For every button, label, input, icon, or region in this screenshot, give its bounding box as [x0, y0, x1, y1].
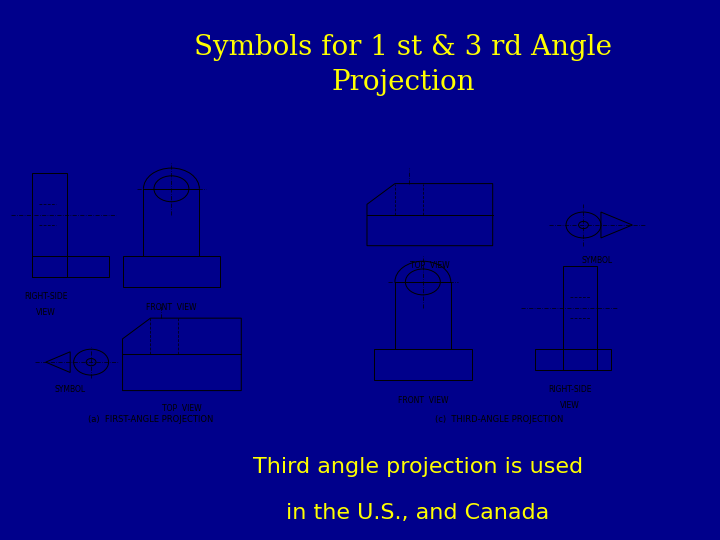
Text: TOP  VIEW: TOP VIEW	[410, 261, 450, 270]
Text: FRONT  VIEW: FRONT VIEW	[397, 396, 448, 405]
Text: FRONT  VIEW: FRONT VIEW	[146, 302, 197, 312]
Bar	[374, 349, 472, 380]
Text: VIEW: VIEW	[36, 308, 55, 317]
Text: VIEW: VIEW	[559, 401, 580, 410]
Bar	[122, 256, 220, 287]
Text: in the U.S., and Canada: in the U.S., and Canada	[286, 503, 549, 523]
Text: TOP  VIEW: TOP VIEW	[162, 403, 202, 413]
Text: SYMBOL: SYMBOL	[55, 386, 86, 394]
Text: SYMBOL: SYMBOL	[582, 256, 613, 265]
Text: Third angle projection is used: Third angle projection is used	[253, 456, 582, 477]
Bar	[32, 256, 109, 276]
Text: RIGHT-SIDE: RIGHT-SIDE	[548, 386, 591, 394]
Bar	[534, 349, 611, 370]
Text: RIGHT-SIDE: RIGHT-SIDE	[24, 292, 68, 301]
Text: Symbols for 1 st & 3 rd Angle
Projection: Symbols for 1 st & 3 rd Angle Projection	[194, 33, 612, 96]
Bar	[562, 266, 598, 370]
Bar	[32, 173, 67, 276]
Text: (c)  THIRD-ANGLE PROJECTION: (c) THIRD-ANGLE PROJECTION	[436, 415, 564, 424]
Text: (a)  FIRST-ANGLE PROJECTION: (a) FIRST-ANGLE PROJECTION	[88, 415, 213, 424]
